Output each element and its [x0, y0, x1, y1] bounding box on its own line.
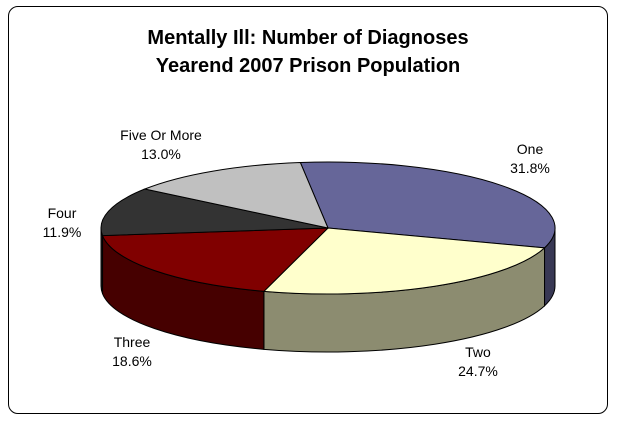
- pie-label-five-or-more: Five Or More 13.0%: [120, 127, 202, 162]
- pie-label-four: Four 11.9%: [43, 205, 82, 240]
- chart-title-line-1: Mentally Ill: Number of Diagnoses: [147, 27, 469, 49]
- pie-label-percent: 31.8%: [510, 160, 550, 176]
- pie-label-category: Two: [465, 344, 491, 360]
- pie-label-category: Four: [48, 205, 77, 221]
- pie-label-category: One: [517, 141, 544, 157]
- pie-label-category: Five Or More: [120, 127, 202, 143]
- pie-sides: [100, 227, 556, 353]
- pie-label-three: Three 18.6%: [112, 334, 152, 369]
- pie-slice-five-or-more: [143, 161, 329, 229]
- pie-labels: One 31.8% Two 24.7% Three 18.6% Four 11.9% Five …: [43, 127, 550, 379]
- pie-slice-three: [101, 227, 330, 292]
- pie-label-percent: 13.0%: [141, 146, 181, 162]
- pie-label-category: Three: [114, 334, 151, 350]
- pie-slices: [100, 161, 556, 295]
- pie-label-percent: 11.9%: [43, 224, 82, 240]
- chart-title: Mentally Ill: Number of Diagnoses Yearen…: [8, 24, 608, 80]
- pie-label-percent: 24.7%: [458, 363, 498, 379]
- pie-slice-one: [299, 161, 556, 249]
- pie-label-percent: 18.6%: [112, 353, 152, 369]
- pie-label-two: Two 24.7%: [458, 344, 498, 379]
- chart-title-line-2: Yearend 2007 Prison Population: [155, 55, 461, 77]
- pie-slice-two: [262, 227, 546, 295]
- pie-slice-four: [100, 188, 329, 237]
- pie-label-one: One 31.8%: [510, 141, 550, 176]
